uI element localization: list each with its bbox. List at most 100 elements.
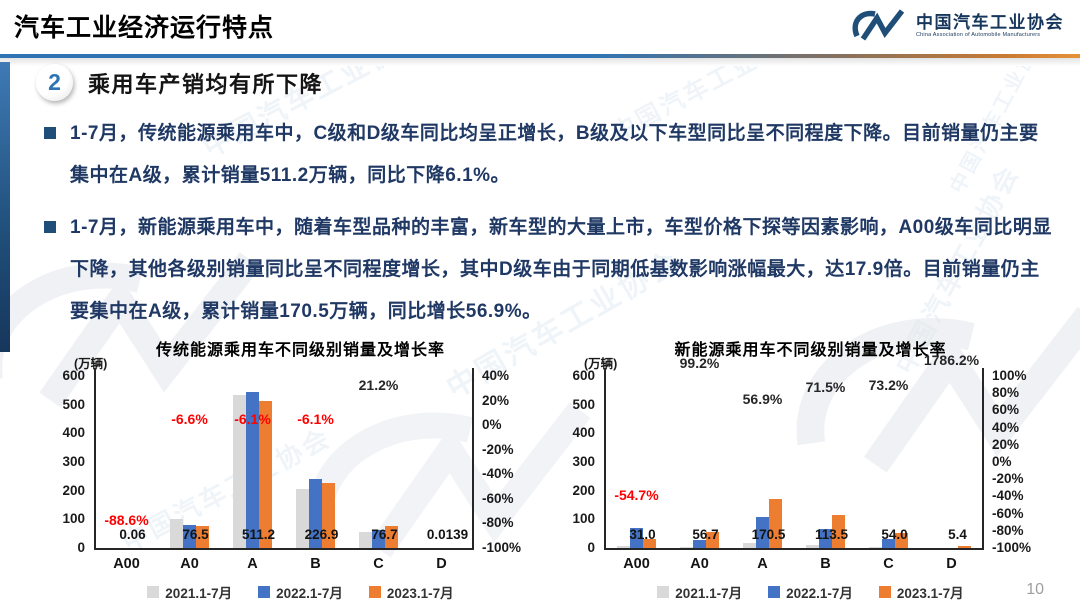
legend-item: 2023.1-7月 [368,582,454,602]
category-label: A0 [180,556,199,572]
page-title: 汽车工业经济运行特点 [14,14,275,42]
chart-traditional-energy: 传统能源乘用车不同级别销量及增长率 (万辆) 600 500 400 300 200 100 0… [48,336,553,604]
legend-item: 2021.1-7月 [147,582,232,602]
bar-B-2023.1-7月 [832,515,845,548]
value-label: 170.5 [751,527,786,542]
y-axis-right-line [982,368,984,548]
chart-legend: 2021.1-7月 2022.1-7月 2023.1-7月 [48,582,553,602]
x-axis-line [94,548,474,550]
value-label: 0.06 [119,527,146,542]
growth-label: -54.7% [614,487,659,504]
axis-tick: -100% [992,540,1032,555]
bar-C-2023.1-7月 [895,532,908,548]
header-divider [0,54,1080,58]
axis-tick: 600 [62,368,85,383]
caam-logo-icon [852,9,905,41]
axis-tick: 0% [992,454,1012,469]
category-label: C [883,556,894,572]
legend-swatch-icon [768,586,781,598]
growth-label: -6.6% [171,411,208,428]
axis-tick: 300 [572,454,595,469]
bar-A-2021.1-7月 [743,543,756,548]
axis-tick: 400 [62,425,85,441]
bar-B-2022.1-7月 [309,478,322,548]
caam-logo: 中国汽车工业协会 China Association of Automobile… [847,6,1064,46]
page-number: 10 [1026,581,1044,598]
bar-C-2022.1-7月 [882,539,895,548]
bullet-square-icon [44,221,56,233]
axis-tick: 600 [572,368,595,383]
growth-label: -6.1% [234,410,271,427]
chart-legend: 2021.1-7月 2022.1-7月 2023.1-7月 [558,582,1063,602]
axis-tick: 100% [992,368,1027,383]
chart-title: 传统能源乘用车不同级别销量及增长率 [155,342,445,359]
bar-A0-2021.1-7月 [170,519,183,548]
axis-tick: 0% [482,417,502,433]
bar-A00-2021.1-7月 [617,545,630,548]
legend-item: 2023.1-7月 [878,582,964,602]
legend-swatch-icon [368,586,381,598]
value-label: 56.7 [692,527,719,542]
axis-tick: 500 [572,396,595,412]
bar-C-2022.1-7月 [372,529,385,548]
axis-tick: -60% [992,505,1024,521]
growth-label: 71.5% [805,378,846,395]
axis-tick: -40% [992,488,1024,504]
bullet-text: 1-7月，新能源乘用车中，随着车型品种的丰富，新车型的大量上市，车型价格下探等因… [70,217,1052,322]
bar-A-2023.1-7月 [259,401,272,548]
category-label: A00 [113,556,140,572]
bar-B-2021.1-7月 [806,544,819,548]
bar-C-2023.1-7月 [385,526,398,548]
value-label: 31.0 [629,527,656,542]
bar-B-2021.1-7月 [296,488,309,548]
value-label: 54.0 [881,527,908,542]
legend-item: 2022.1-7月 [258,582,343,602]
growth-label: 1786.2% [923,352,980,368]
bar-A0-2023.1-7月 [706,531,719,548]
axis-tick: -40% [482,466,514,482]
growth-label: 99.2% [679,354,720,371]
x-axis-line [604,548,984,550]
org-name-cn: 中国汽车工业协会 [916,12,1064,32]
legend-swatch-icon [147,586,160,598]
legend-label: 2021.1-7月 [675,586,743,601]
axis-tick: -20% [992,471,1024,487]
value-label: 76.5 [182,527,209,542]
axis-tick: 100 [572,511,595,527]
bar-A00-2023.1-7月 [643,539,656,548]
category-label: C [373,556,384,572]
bar-A0-2022.1-7月 [693,539,706,548]
y-axis-left-line [604,368,606,548]
legend-item: 2022.1-7月 [768,582,853,602]
growth-label: -88.6% [104,511,149,528]
bar-A0-2022.1-7月 [183,524,196,548]
axis-tick: 100 [62,511,85,527]
bar-C-2021.1-7月 [869,547,882,548]
value-label: 511.2 [241,527,276,542]
section-number-badge: 2 [36,64,73,101]
value-label: 226.9 [304,527,339,542]
watermark-logo-swoosh [796,306,1080,473]
bar-A-2021.1-7月 [233,394,246,548]
bar-A-2023.1-7月 [769,499,782,548]
axis-tick: -80% [482,515,514,531]
bar-A0-2021.1-7月 [680,547,693,548]
axis-tick: 500 [62,396,85,412]
bar-A0-2023.1-7月 [196,526,209,548]
category-label: A [247,556,258,572]
category-label: A0 [690,556,709,572]
org-name-en: China Association of Automobile Manufact… [916,32,1041,39]
axis-tick: 400 [572,425,595,441]
bullet-new-energy: 1-7月，新能源乘用车中，随着车型品种的丰富，新车型的大量上市，车型价格下探等因… [42,207,1054,333]
category-label: A [757,556,768,572]
growth-label: 73.2% [868,377,909,394]
bar-A00-2022.1-7月 [630,528,643,548]
legend-item: 2021.1-7月 [657,582,742,602]
axis-tick: 0 [587,540,595,555]
growth-label: 56.9% [742,391,783,408]
axis-tick: 300 [62,454,85,469]
value-label: 5.4 [948,527,967,542]
axis-tick: 80% [992,385,1020,401]
header-shadow [0,58,1080,66]
axis-tick: 200 [62,482,85,498]
